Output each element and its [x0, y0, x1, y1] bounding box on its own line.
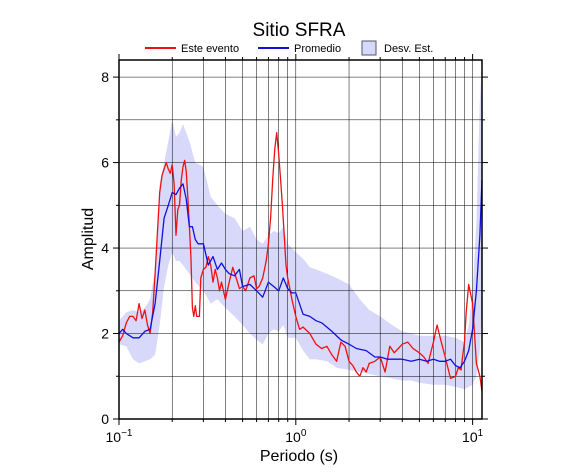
legend-mean-label: Promedio: [294, 43, 341, 55]
mean-line: [118, 179, 483, 369]
y-axis-label: Amplitud: [80, 208, 97, 270]
chart-title: Sitio SFRA: [253, 20, 346, 41]
y-tick-label: 2: [101, 326, 109, 342]
plot-area: 10−1 100 101 0 2 4 6 8: [101, 54, 488, 445]
x-axis-label: Periodo (s): [260, 448, 338, 465]
std-band: [119, 64, 482, 390]
legend-std-swatch: [361, 40, 377, 56]
legend-std-label: Desv. Est.: [384, 43, 433, 55]
plot-frame: [118, 59, 483, 420]
y-tick-label: 6: [101, 155, 109, 171]
legend: Este evento Promedio Desv. Est.: [145, 40, 433, 56]
legend-event-label: Este evento: [181, 43, 239, 55]
y-tick-label: 4: [101, 240, 109, 256]
event-line: [118, 132, 483, 392]
x-tick-label: 100: [285, 428, 307, 445]
x-tick-label: 101: [462, 428, 484, 445]
y-tick-label: 8: [101, 69, 109, 85]
y-tick-label: 0: [101, 411, 109, 427]
x-tick-label: 10−1: [106, 428, 133, 445]
